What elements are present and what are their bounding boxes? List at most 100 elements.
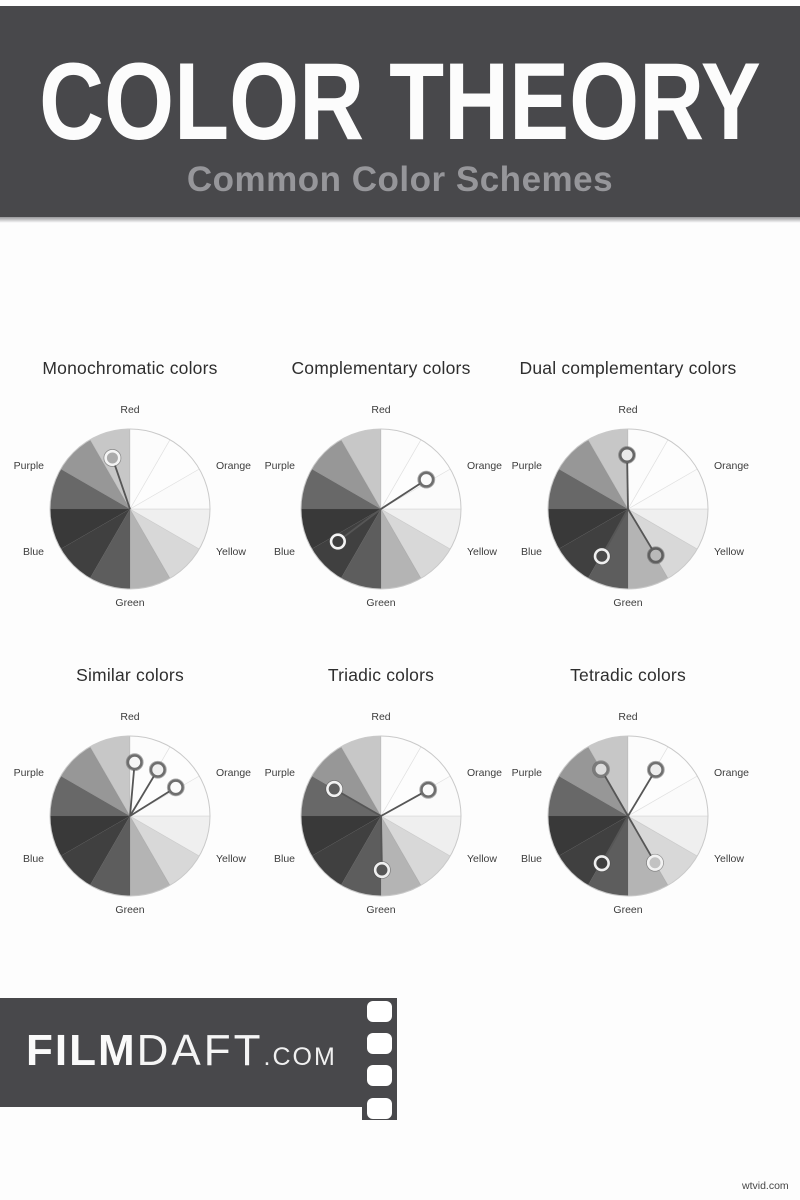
marker-line (380, 789, 429, 817)
wheel-label-yellow: Yellow (714, 853, 744, 865)
wheel-segment (130, 509, 170, 589)
scheme-monochromatic: Monochromatic colors Red Orange Yellow Gree… (5, 355, 255, 615)
wheel-segment (381, 509, 451, 579)
wheel-label-blue: Blue (23, 546, 44, 558)
wheel-rim (300, 735, 462, 897)
wheel-label-yellow: Yellow (216, 546, 246, 558)
segment-seam (89, 746, 131, 817)
scheme-triadic: Triadic colors Red Orange Yellow Green Blue P… (256, 662, 506, 922)
wheel-segment (50, 776, 130, 816)
wheel-label-yellow: Yellow (467, 546, 497, 558)
color-wheel-monochromatic: Red Orange Yellow Green Blue Purple (5, 387, 255, 615)
wheel-label-blue: Blue (521, 853, 542, 865)
segment-seam (380, 508, 451, 550)
marker-line (600, 768, 629, 817)
wheel-segment (381, 816, 451, 886)
marker-line (627, 508, 657, 556)
scheme-marker (593, 855, 610, 872)
marker-line (337, 508, 382, 543)
marker-edge (592, 760, 610, 779)
scheme-title: Similar colors (76, 665, 184, 685)
wheel-segment (130, 746, 200, 816)
wheel-segment (60, 509, 130, 579)
wheel-label-purple: Purple (512, 460, 543, 472)
wheel-label-blue: Blue (274, 853, 295, 865)
scheme-marker (104, 449, 121, 467)
marker-edge (646, 853, 664, 872)
segment-seam (89, 508, 131, 579)
wheel-segment (130, 816, 170, 896)
scheme-tetradic: Tetradic colors Red Orange Yellow Green Blue… (503, 662, 753, 922)
wheel-segment (311, 509, 381, 579)
wheel-segment (130, 816, 200, 886)
color-wheel: Red Orange Yellow Green Blue Purple (265, 404, 503, 609)
segment-seam (129, 815, 171, 886)
scheme-title: Monochromatic colors (42, 358, 218, 378)
marker-edge (325, 780, 344, 798)
wheel-segment (301, 776, 381, 816)
wheel-rim (300, 428, 462, 590)
segment-seam (129, 815, 200, 857)
segment-seam (627, 815, 698, 857)
segment-seam (627, 468, 698, 510)
scheme-similar: Similar colors Red Orange Yellow Green Blue P… (5, 662, 255, 922)
wheel-label-orange: Orange (714, 767, 749, 779)
segment-seam (627, 439, 669, 510)
wheel-segment (341, 429, 381, 509)
wheel-label-orange: Orange (216, 460, 251, 472)
wheel-label-red: Red (618, 711, 637, 723)
wheel-segment (628, 509, 668, 589)
scheme-dual-complementary: Dual complementary colors Red Orange Yello… (503, 355, 753, 615)
scheme-marker (167, 779, 184, 796)
header-banner (0, 6, 800, 217)
wheel-segment (628, 439, 698, 509)
wheel-segment (381, 509, 461, 549)
color-wheel: Red Orange Yellow Green Blue Purple (512, 711, 750, 916)
brand-daft-text: DAFT (136, 1026, 264, 1075)
wheel-label-green: Green (613, 597, 642, 609)
wheel-segment (50, 816, 130, 856)
film-sprocket-hole-icon (367, 1001, 392, 1022)
wheel-label-green: Green (366, 904, 395, 916)
scheme-marker (420, 781, 437, 798)
segment-seam (558, 815, 629, 857)
wheel-segment (301, 509, 381, 549)
wheel-segment (130, 736, 170, 816)
wheel-rim (49, 428, 211, 590)
wheel-segment (90, 429, 130, 509)
scheme-marker (418, 471, 435, 488)
wheel-segment (301, 816, 381, 856)
wheel-label-purple: Purple (14, 460, 45, 472)
brand-tld-text: .COM (263, 1043, 337, 1071)
marker-edge (166, 778, 185, 797)
scheme-title: Dual complementary colors (519, 358, 737, 378)
marker-line (129, 786, 177, 817)
color-wheel: Red Orange Yellow Green Blue Purple (512, 404, 750, 609)
wheel-segment (381, 816, 421, 896)
segment-seam (89, 439, 131, 510)
color-wheel: Red Orange Yellow Green Blue Purple (265, 711, 503, 916)
wheel-segment (558, 509, 628, 579)
brand-wordmark: FILM DAFT .COM (26, 1029, 337, 1073)
wheel-segment (341, 816, 381, 896)
color-wheel-similar: Red Orange Yellow Green Blue Purple (5, 694, 255, 922)
marker-line (333, 788, 382, 817)
wheel-segment (50, 469, 130, 509)
wheel-label-yellow: Yellow (714, 546, 744, 558)
wheel-segment (558, 816, 628, 886)
color-wheel: Red Orange Yellow Green Blue Purple (14, 404, 252, 609)
wheel-segment (628, 776, 708, 816)
color-wheel-dual-complementary: Red Orange Yellow Green Blue Purple (503, 387, 753, 615)
scheme-marker (646, 854, 664, 871)
wheel-segment (60, 439, 130, 509)
wheel-label-purple: Purple (14, 767, 45, 779)
film-sprocket-hole-icon (367, 1065, 392, 1086)
wheel-label-purple: Purple (265, 460, 296, 472)
marker-edge (592, 854, 611, 873)
wheel-segment (381, 776, 461, 816)
wheel-label-red: Red (371, 711, 390, 723)
marker-line (601, 815, 629, 864)
wheel-label-red: Red (120, 711, 139, 723)
wheel-label-yellow: Yellow (467, 853, 497, 865)
wheel-segment (301, 469, 381, 509)
